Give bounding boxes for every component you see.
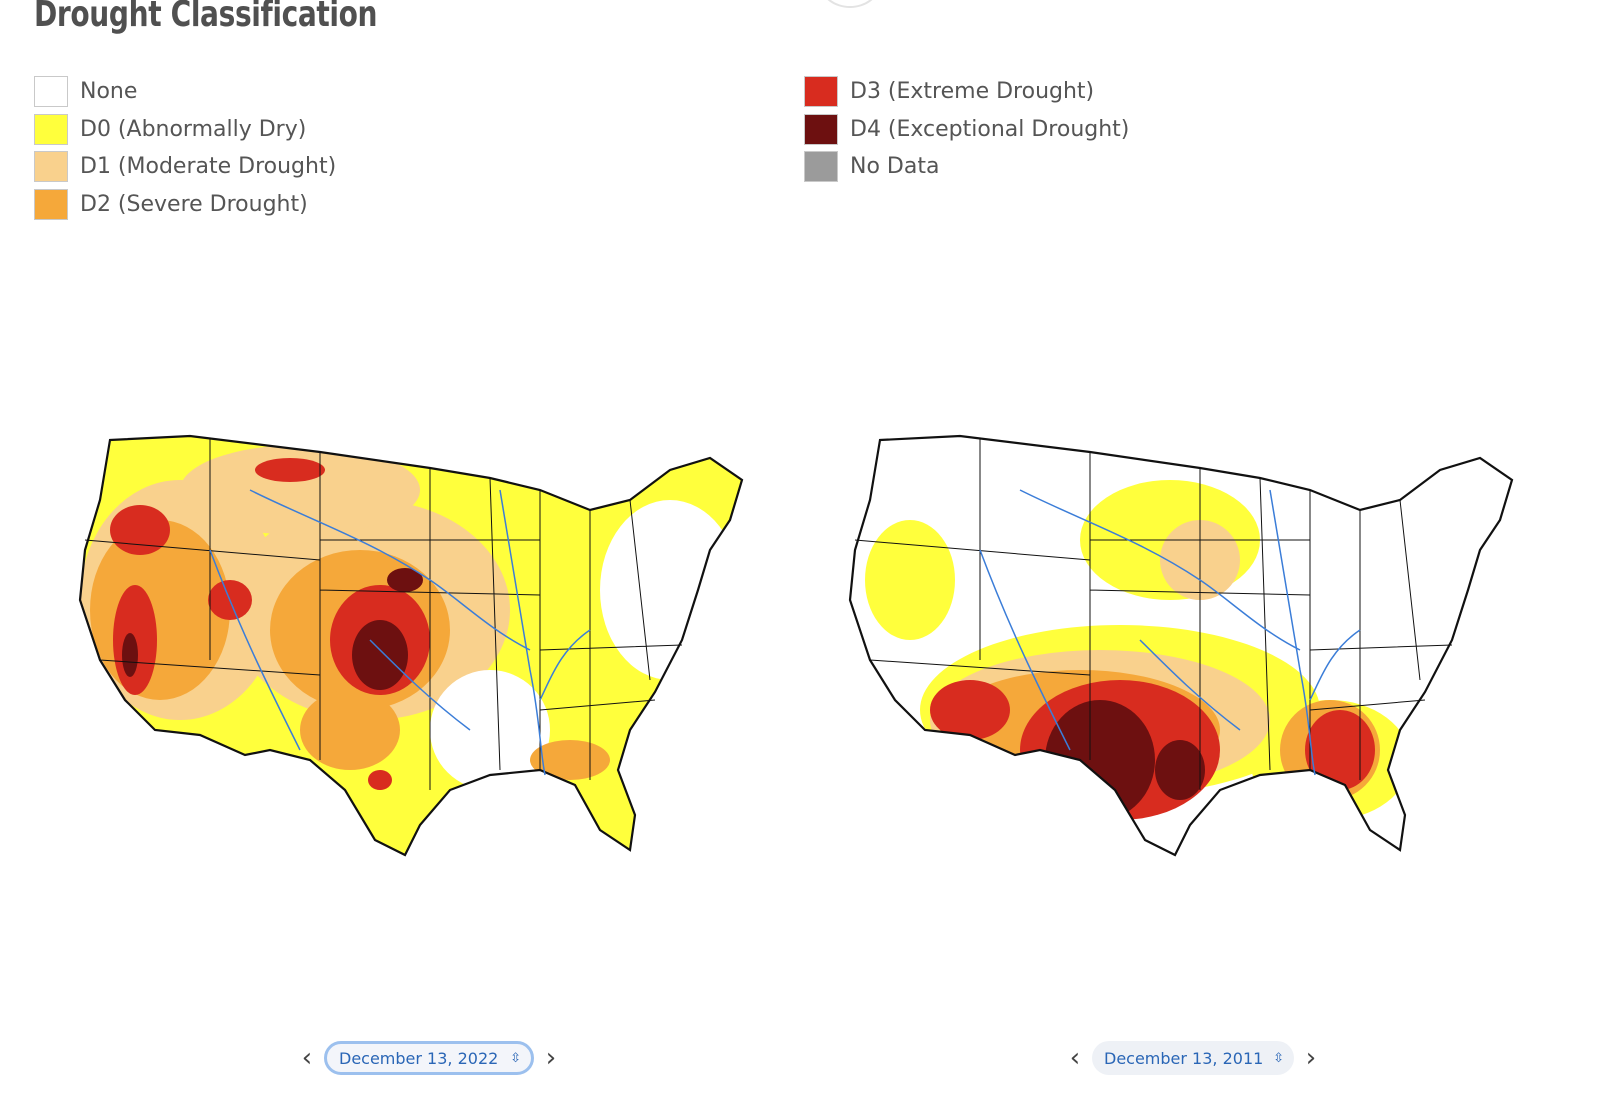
legend-swatch <box>34 113 68 145</box>
legend-item-no-data: No Data <box>804 148 1129 186</box>
drought-map-2022 <box>70 430 760 870</box>
legend-swatch <box>34 151 68 183</box>
us-outline <box>848 434 1514 857</box>
d3-region-arizona <box>930 680 1010 740</box>
none-region-east <box>600 500 740 680</box>
date-select-label: December 13, 2011 <box>1104 1048 1264 1068</box>
date-select-label: December 13, 2022 <box>339 1048 499 1068</box>
d4-region-east-texas <box>1155 740 1205 800</box>
d2-region-texas <box>300 690 400 770</box>
d3-region-texas <box>368 770 392 790</box>
state-borders <box>854 438 1453 790</box>
none-region-south <box>430 670 550 790</box>
legend-column-2: D3 (Extreme Drought) D4 (Exceptional Dro… <box>804 73 1129 186</box>
legend-item-d0: D0 (Abnormally Dry) <box>34 111 336 149</box>
legend-item-d1: D1 (Moderate Drought) <box>34 148 336 186</box>
legend-label: No Data <box>850 154 940 180</box>
up-down-arrows-icon: ⇳ <box>1273 1050 1284 1066</box>
chevron-left-icon[interactable]: ‹ <box>301 1043 313 1073</box>
legend-column-1: None D0 (Abnormally Dry) D1 (Moderate Dr… <box>34 73 336 223</box>
legend-label: D3 (Extreme Drought) <box>850 79 1095 105</box>
date-control-2022: ‹ December 13, 2022 ⇳ › <box>296 1038 562 1078</box>
legend-swatch <box>804 151 838 183</box>
legend-swatch <box>804 113 838 145</box>
d3-region-georgia <box>1305 710 1375 790</box>
legend-label: D0 (Abnormally Dry) <box>80 116 307 142</box>
page-title: Drought Classification <box>34 0 378 35</box>
date-control-2011: ‹ December 13, 2011 ⇳ › <box>1064 1038 1322 1078</box>
d4-region-california <box>122 633 138 677</box>
legend-item-d3: D3 (Extreme Drought) <box>804 73 1129 111</box>
legend-swatch <box>34 188 68 220</box>
date-select-2011[interactable]: December 13, 2011 ⇳ <box>1092 1041 1294 1075</box>
date-select-2022[interactable]: December 13, 2022 ⇳ <box>324 1041 534 1075</box>
legend-swatch <box>804 76 838 108</box>
drought-map-2011-svg <box>848 434 1514 857</box>
d4-region-nebraska <box>387 568 423 592</box>
drought-map-2011 <box>840 430 1530 870</box>
d1-region-north <box>180 445 420 535</box>
drought-map-2022-svg <box>78 434 744 857</box>
us-outline <box>78 434 744 857</box>
up-down-arrows-icon: ⇳ <box>510 1050 521 1066</box>
legend-label: None <box>80 79 138 105</box>
legend-swatch <box>34 76 68 108</box>
top-toggle[interactable] <box>820 0 880 8</box>
legend-label: D1 (Moderate Drought) <box>80 154 337 180</box>
chevron-left-icon[interactable]: ‹ <box>1069 1043 1081 1073</box>
state-borders <box>84 438 683 790</box>
legend-item-d2: D2 (Severe Drought) <box>34 186 336 224</box>
rivers <box>979 489 1361 776</box>
legend-item-d4: D4 (Exceptional Drought) <box>804 111 1129 149</box>
d0-region-west <box>865 520 955 640</box>
chevron-right-icon[interactable]: › <box>1305 1043 1317 1073</box>
d4-region-plains <box>352 620 408 690</box>
legend-label: D2 (Severe Drought) <box>80 191 308 217</box>
legend-item-none: None <box>34 73 336 111</box>
d3-region-oregon <box>110 505 170 555</box>
chevron-right-icon[interactable]: › <box>545 1043 557 1073</box>
rivers <box>209 489 591 776</box>
legend-label: D4 (Exceptional Drought) <box>850 116 1130 142</box>
d3-region-montana <box>255 458 325 482</box>
d4-region-texas <box>1045 700 1155 820</box>
